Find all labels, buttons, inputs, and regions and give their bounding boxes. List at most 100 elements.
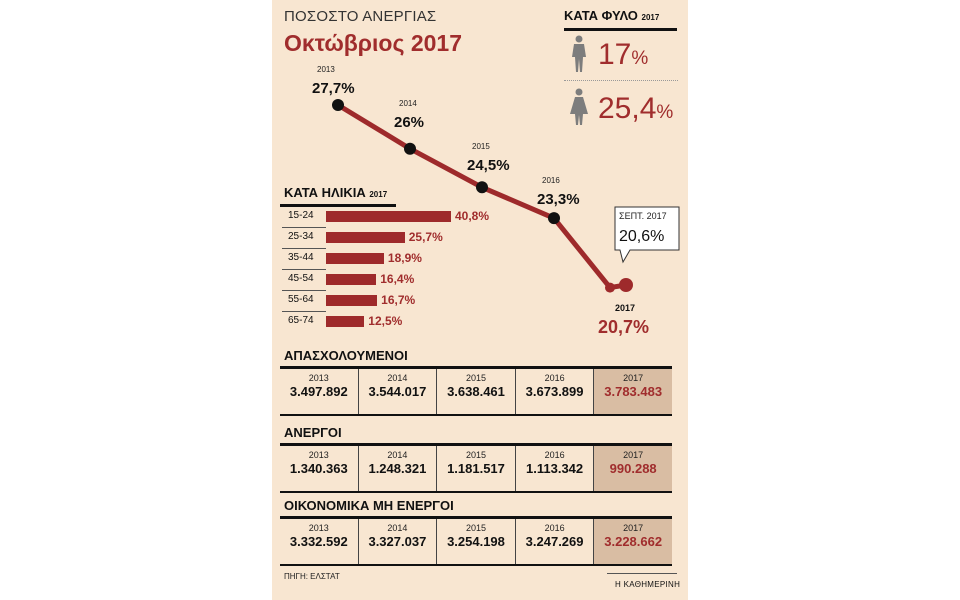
year-cell-value: 3.783.483 [604,384,663,399]
year-cell: 2013 3.497.892 [280,369,358,414]
employed-table: 2013 3.497.892 2014 3.544.017 2015 3.638.461 2… [280,366,672,416]
trend-year-label: 2015 [472,142,490,151]
trend-value-label: 23,3% [537,191,580,208]
year-cell-year: 2017 [623,523,644,533]
year-cell: 2017 3.228.662 [593,519,672,564]
gender-section-title: ΚΑΤΑ ΦΥΛΟ 2017 [564,8,659,23]
trend-point [619,278,633,292]
year-cell: 2014 3.327.037 [357,519,437,564]
age-row-separator [282,311,326,312]
age-bar-value: 12,5% [368,314,403,328]
trend-point [605,282,615,293]
year-cell: 2014 1.248.321 [357,446,437,491]
year-cell: 2015 1.181.517 [436,446,515,491]
year-cell: 2013 3.332.592 [280,519,358,564]
age-bar [326,253,384,264]
age-bar-value: 16,7% [381,293,416,307]
unemployed-title: ΑΝΕΡΓΟΙ [284,425,342,440]
year-cell-year: 2017 [623,373,644,383]
year-cell-value: 3.327.037 [368,534,427,549]
year-cell-year: 2016 [544,523,565,533]
year-cell-value: 1.181.517 [447,461,505,476]
employed-title: ΑΠΑΣΧΟΛΟΥΜΕΝΟΙ [284,348,408,363]
men-rate-unit: % [631,48,649,69]
year-cell: 2017 990.288 [593,446,672,491]
age-group-label: 65-74 [288,315,314,326]
women-rate-value: 25,4 [598,92,657,125]
women-rate: 25,4% [598,92,673,126]
year-cell: 2017 3.783.483 [593,369,672,414]
trend-value-label-2017: 20,7% [598,317,649,337]
year-cell-year: 2015 [465,523,486,533]
year-cell-value: 990.288 [609,461,657,476]
year-cell-value: 3.254.198 [447,534,505,549]
year-cell-year: 2017 [623,450,644,460]
gender-title-rule [564,28,677,31]
age-group-label: 25-34 [288,231,314,242]
inactive-title: ΟΙΚΟΝΟΜΙΚΑ ΜΗ ΕΝΕΡΓΟΙ [284,498,454,513]
year-cell-value: 3.228.662 [604,534,663,549]
gender-divider [564,80,678,81]
trend-point [548,212,560,225]
age-bar [326,232,405,243]
age-group-label: 45-54 [288,273,314,284]
age-bar [326,316,365,327]
year-cell: 2016 3.673.899 [514,369,594,414]
chart-title: Οκτώβριος 2017 [284,30,462,56]
callout-box [614,206,680,264]
inactive-table: 2013 3.332.592 2014 3.327.037 2015 3.254.198 2… [280,516,672,566]
age-bar-value: 40,8% [455,209,490,223]
year-cell-value: 1.113.342 [526,461,584,476]
trend-point [476,181,488,194]
year-cell-value: 3.638.461 [447,384,505,399]
year-cell: 2016 3.247.269 [514,519,594,564]
year-cell-value: 3.673.899 [525,384,584,399]
trend-year-label: 2013 [317,65,335,74]
age-bar [326,211,451,222]
year-cell-year: 2016 [544,450,565,460]
age-row-separator [282,290,326,291]
age-bar [326,274,377,285]
unemployment-trend-chart: ΣΕΠΤ. 2017 20,6% 2013 27,7% 2014 26% 2015 24,… [312,65,680,337]
gender-title-text: ΚΑΤΑ ΦΥΛΟ [564,8,638,23]
year-cell-value: 1.340.363 [289,461,348,476]
age-row-separator [282,269,326,270]
woman-icon [570,88,588,125]
year-cell-year: 2013 [308,523,329,533]
callout-label: ΣΕΠΤ. 2017 [619,211,667,221]
age-group-label: 15-24 [288,210,314,221]
age-bar [326,295,378,306]
year-cell: 2016 1.113.342 [514,446,594,491]
unemployed-table: 2013 1.340.363 2014 1.248.321 2015 1.181.517 2… [280,443,672,493]
year-cell-year: 2014 [387,523,408,533]
year-cell-value: 3.497.892 [289,384,348,399]
year-cell-year: 2014 [387,373,408,383]
infographic-panel: ΠΟΣΟΣΤΟ ΑΝΕΡΓΙΑΣ Οκτώβριος 2017 ΣΕΠΤ. 20… [272,0,688,600]
year-cell-value: 1.248.321 [368,461,427,476]
age-title-rule [280,204,396,207]
age-group-label: 35-44 [288,252,314,263]
year-cell: 2014 3.544.017 [357,369,437,414]
trend-point [332,99,344,111]
chart-supertitle: ΠΟΣΟΣΤΟ ΑΝΕΡΓΙΑΣ [284,8,437,25]
age-bar-value: 18,9% [387,251,422,265]
year-cell-year: 2015 [465,373,486,383]
year-cell-year: 2013 [308,450,329,460]
age-title-text: ΚΑΤΑ ΗΛΙΚΙΑ [284,185,366,200]
women-rate-unit: % [656,102,674,123]
newspaper-brand: Η ΚΑΘΗΜΕΡΙΝΗ [615,580,681,589]
footer-rule [607,573,677,574]
source-note: ΠΗΓΗ: ΕΛΣΤΑΤ [284,572,340,581]
age-row-separator [282,227,326,228]
year-cell: 2013 1.340.363 [280,446,358,491]
men-rate-value: 17 [598,38,632,71]
trend-year-label: 2016 [542,176,560,185]
trend-value-label: 27,7% [312,80,355,97]
age-group-label: 55-64 [288,294,314,305]
year-cell-year: 2013 [308,373,329,383]
age-row-separator [282,248,326,249]
age-bar-value: 16,4% [380,272,415,286]
year-cell: 2015 3.638.461 [436,369,515,414]
trend-year-label: 2014 [399,99,417,108]
callout-value: 20,6% [619,228,664,245]
